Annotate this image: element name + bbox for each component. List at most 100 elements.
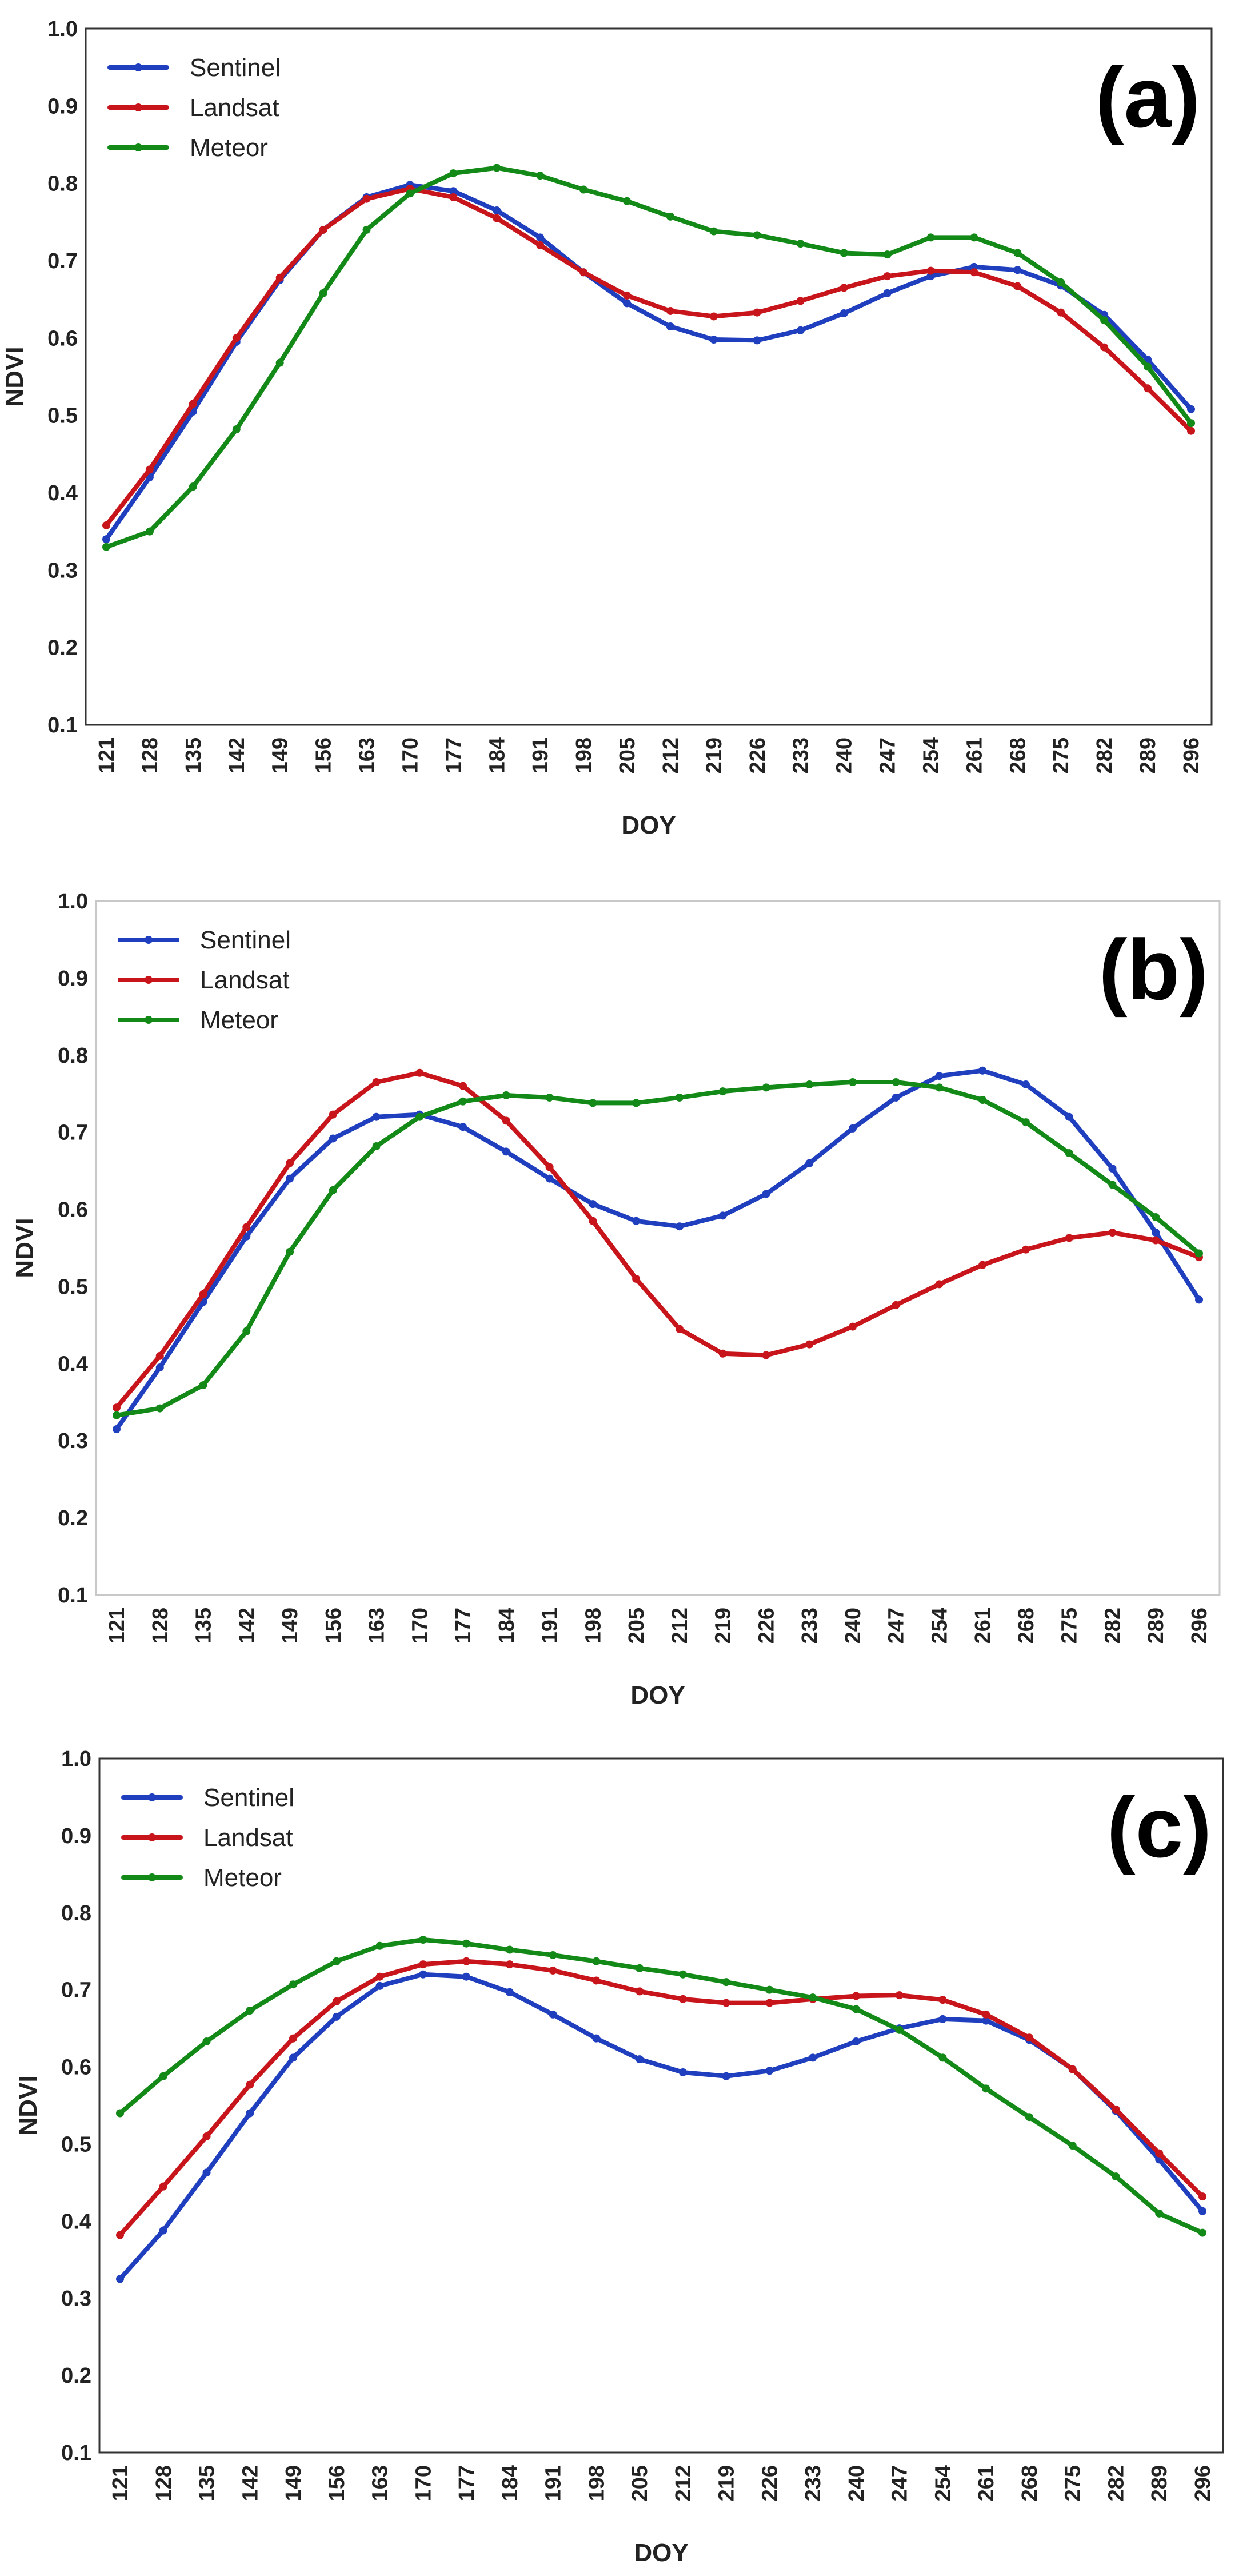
- x-tick-label: 240: [833, 737, 857, 773]
- x-tick-label: 268: [1014, 1608, 1038, 1644]
- legend-marker-meteor: [148, 1873, 156, 1881]
- data-point-meteor: [1195, 1249, 1203, 1258]
- data-point-landsat: [709, 312, 718, 321]
- data-point-sentinel: [286, 1174, 294, 1183]
- x-tick-label: 142: [235, 1608, 259, 1644]
- x-tick-label: 275: [1058, 1608, 1082, 1644]
- y-tick-label: 0.7: [58, 1121, 88, 1145]
- x-tick-label: 240: [841, 1608, 865, 1644]
- x-tick-label: 296: [1188, 1608, 1212, 1644]
- data-point-meteor: [753, 231, 761, 240]
- data-point-landsat: [579, 268, 588, 277]
- data-point-landsat: [1013, 282, 1022, 290]
- data-point-landsat: [848, 1322, 857, 1331]
- data-point-sentinel: [1152, 1229, 1160, 1237]
- data-point-landsat: [202, 2132, 211, 2140]
- data-point-meteor: [809, 1993, 817, 2002]
- data-point-sentinel: [623, 299, 632, 308]
- legend: Sentinel Landsat Meteor: [121, 1784, 294, 1892]
- x-tick-label: 226: [758, 2465, 782, 2501]
- data-point-landsat: [536, 241, 545, 249]
- chart-panel-3: 0.1 0.2 0.3 0.4 0.5 0.6 0.7 0.8 0.9 1.0 121 128 135 1…: [14, 1747, 1224, 2567]
- data-point-meteor: [202, 2037, 211, 2046]
- data-point-sentinel: [666, 322, 674, 331]
- y-tick-label: 0.8: [61, 1901, 91, 1925]
- data-point-meteor: [935, 1083, 944, 1092]
- series-landsat: [102, 185, 1195, 529]
- x-tick-label: 184: [495, 1608, 519, 1644]
- data-point-landsat: [666, 306, 674, 315]
- data-point-landsat: [275, 273, 284, 282]
- data-point-sentinel: [419, 1970, 427, 1979]
- data-point-meteor: [406, 189, 414, 198]
- data-point-meteor: [1187, 419, 1195, 428]
- x-tick-label: 261: [962, 737, 986, 773]
- legend-marker-sentinel: [148, 1793, 156, 1801]
- data-point-meteor: [189, 482, 197, 491]
- data-point-landsat: [1112, 2105, 1120, 2114]
- data-point-sentinel: [289, 2053, 298, 2062]
- y-tick-label: 0.3: [58, 1429, 88, 1453]
- data-point-sentinel: [545, 1174, 554, 1183]
- series-line-landsat: [118, 1959, 1205, 2238]
- y-tick-label: 0.9: [47, 94, 78, 118]
- data-point-sentinel: [372, 1112, 381, 1121]
- data-point-landsat: [189, 400, 197, 408]
- data-point-meteor: [678, 1970, 687, 1979]
- data-point-landsat: [462, 1957, 471, 1965]
- x-axis-label: DOY: [621, 811, 676, 839]
- x-tick-label: 268: [1018, 2465, 1042, 2501]
- data-point-sentinel: [675, 1222, 684, 1231]
- data-point-meteor: [199, 1381, 207, 1390]
- x-tick-label: 212: [672, 2465, 696, 2501]
- data-point-landsat: [332, 1997, 341, 2005]
- data-point-landsat: [753, 308, 761, 317]
- data-point-landsat: [592, 1976, 601, 1985]
- data-point-meteor: [926, 233, 935, 242]
- data-point-sentinel: [493, 206, 501, 215]
- y-tick-label: 0.1: [58, 1584, 88, 1608]
- data-point-meteor: [805, 1080, 814, 1089]
- x-tick-label: 128: [138, 737, 162, 773]
- data-point-meteor: [415, 1112, 424, 1121]
- x-tick-label: 212: [668, 1608, 692, 1644]
- data-point-sentinel: [678, 2068, 687, 2076]
- series-line-landsat: [104, 186, 1193, 528]
- data-point-sentinel: [753, 336, 761, 345]
- data-point-meteor: [718, 1087, 727, 1096]
- data-point-landsat: [155, 1351, 164, 1360]
- data-point-sentinel: [549, 2010, 557, 2019]
- data-point-sentinel: [718, 1211, 727, 1220]
- x-tick-label: 191: [542, 2465, 566, 2501]
- data-point-landsat: [1021, 1245, 1030, 1254]
- x-tick-label: 289: [1148, 2465, 1172, 2501]
- data-point-landsat: [632, 1274, 641, 1283]
- data-point-meteor: [246, 2007, 254, 2015]
- x-tick-label: 275: [1049, 737, 1073, 773]
- series-landsat: [116, 1957, 1206, 2239]
- data-point-landsat: [1108, 1229, 1117, 1237]
- y-tick-label: 1.0: [47, 17, 78, 41]
- data-point-sentinel: [722, 2072, 730, 2080]
- x-tick-label: 135: [192, 1608, 216, 1644]
- legend-label-sentinel: Sentinel: [190, 54, 281, 82]
- data-point-meteor: [796, 240, 805, 248]
- y-tick-label: 0.7: [47, 249, 78, 273]
- x-tick-label: 184: [498, 2465, 522, 2501]
- data-point-landsat: [449, 193, 458, 202]
- data-point-landsat: [116, 2231, 124, 2239]
- y-tick-label: 0.6: [58, 1198, 88, 1222]
- data-point-landsat: [1187, 426, 1195, 435]
- data-point-meteor: [883, 250, 892, 259]
- series-sentinel: [113, 1066, 1203, 1433]
- data-point-landsat: [242, 1223, 251, 1231]
- data-point-meteor: [938, 2053, 947, 2062]
- data-point-landsat: [415, 1068, 424, 1077]
- x-tick-label: 226: [754, 1608, 778, 1644]
- data-point-sentinel: [938, 2015, 947, 2023]
- x-tick-label: 282: [1093, 737, 1117, 773]
- data-point-landsat: [840, 284, 848, 292]
- y-tick-label: 0.6: [61, 2056, 91, 2080]
- data-point-meteor: [375, 1941, 384, 1950]
- data-point-meteor: [545, 1093, 554, 1102]
